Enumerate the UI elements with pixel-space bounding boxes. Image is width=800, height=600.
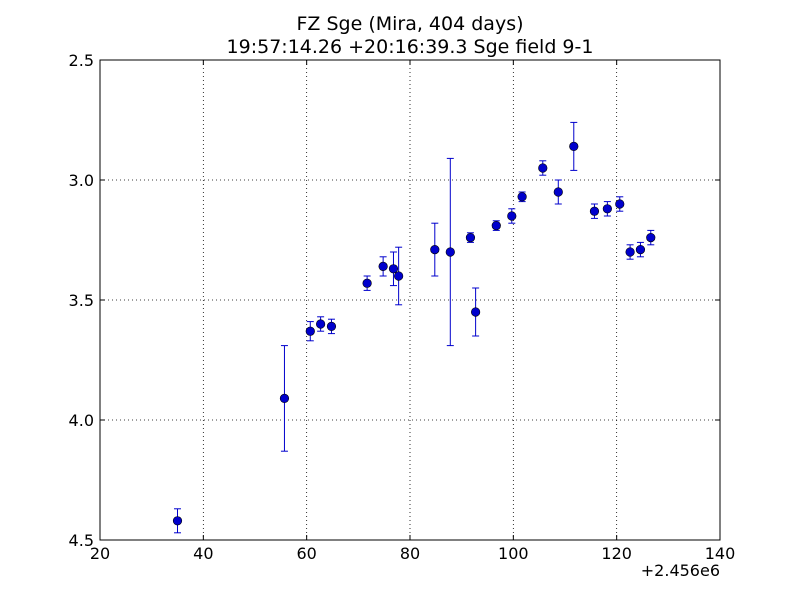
- data-point: [491, 221, 501, 231]
- data-point: [507, 211, 517, 221]
- data-point: [430, 245, 440, 255]
- data-point: [471, 307, 481, 317]
- data-point: [279, 393, 290, 404]
- plot-frame: [99, 59, 721, 541]
- data-point: [625, 247, 635, 257]
- data-points: [172, 141, 656, 526]
- x-tick-label: 140: [705, 544, 736, 563]
- x-tick-label: 60: [296, 544, 316, 563]
- grid: [100, 60, 720, 540]
- data-point: [615, 199, 625, 209]
- data-point: [326, 321, 337, 332]
- data-point: [394, 271, 404, 281]
- data-point: [646, 233, 656, 243]
- y-tick-label: 3.5: [69, 291, 94, 310]
- data-point: [378, 261, 388, 272]
- y-tick-label: 2.5: [69, 51, 94, 70]
- data-point: [589, 206, 600, 216]
- x-tick-label: 120: [601, 544, 632, 563]
- data-point: [553, 187, 563, 197]
- chart-subtitle: 19:57:14.26 +20:16:39.3 Sge field 9-1: [227, 36, 594, 58]
- data-point: [362, 278, 372, 288]
- x-tick-label: 20: [90, 544, 110, 563]
- tick-labels: 20 40 60 80 100 120 140 2.5 3.0 3.5 4.0 4.5: [69, 51, 736, 563]
- chart-title: FZ Sge (Mira, 404 days): [296, 13, 523, 35]
- data-point: [538, 163, 548, 173]
- data-point: [445, 247, 455, 257]
- data-point: [172, 516, 183, 526]
- data-point: [517, 192, 527, 202]
- data-point: [305, 326, 315, 336]
- x-tick-label: 100: [498, 544, 529, 563]
- y-tick-label: 3.0: [69, 171, 94, 190]
- data-point: [465, 233, 476, 243]
- data-point: [316, 319, 326, 329]
- data-point: [635, 245, 646, 255]
- x-tick-label: 40: [193, 544, 213, 563]
- y-tick-label: 4.0: [69, 411, 94, 430]
- data-point: [569, 141, 579, 151]
- x-tick-label: 80: [400, 544, 420, 563]
- y-tick-label: 4.5: [69, 531, 94, 550]
- data-point: [388, 264, 399, 274]
- x-axis-offset-label: +2.456e6: [641, 561, 720, 580]
- data-point: [602, 204, 612, 214]
